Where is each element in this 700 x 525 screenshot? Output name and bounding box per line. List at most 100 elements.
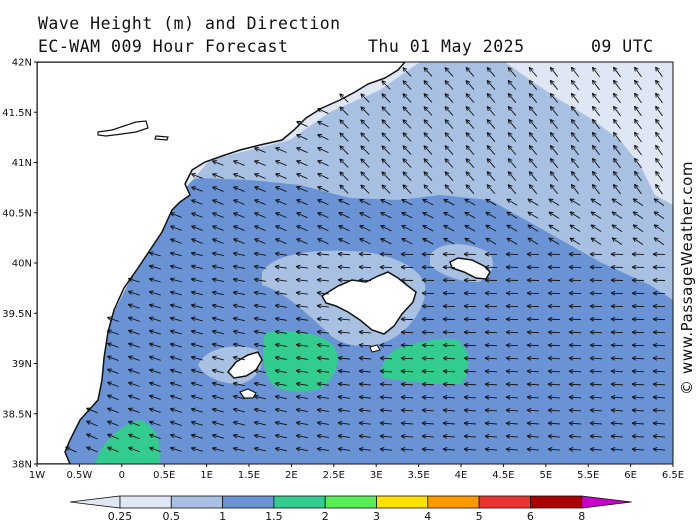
wave-arrow (505, 342, 519, 348)
wave-arrow (232, 264, 245, 270)
wave-arrow (652, 277, 666, 283)
wave-arrow (568, 447, 582, 452)
wave-arrow (295, 277, 309, 283)
wave-arrow (337, 264, 351, 270)
wave-arrow (402, 171, 412, 181)
colorbar-segment (376, 495, 429, 509)
wave-arrow (212, 212, 224, 218)
wave-arrow (568, 368, 582, 374)
wave-arrow (505, 329, 519, 335)
wave-arrow (296, 134, 308, 140)
wave-arrow (190, 355, 203, 361)
wave-arrow (358, 329, 372, 335)
wave-arrow (295, 420, 308, 426)
wave-arrow (421, 421, 435, 426)
wave-arrow (486, 132, 496, 142)
wave-arrow (190, 420, 203, 426)
wave-arrow (253, 329, 266, 335)
wave-arrow (86, 433, 98, 440)
wave-arrow (568, 329, 582, 335)
wave-arrow (127, 277, 140, 283)
wave-arrow (360, 106, 370, 116)
wave-arrow (232, 394, 245, 400)
wave-arrow (526, 434, 540, 439)
wave-arrow (254, 238, 266, 245)
wave-arrow (610, 447, 624, 452)
wave-arrow (317, 212, 329, 219)
wave-arrow (317, 121, 329, 128)
wave-arrow (275, 160, 287, 166)
wave-arrow (547, 447, 561, 452)
wave-arrow (484, 434, 498, 439)
wave-arrow (484, 381, 498, 387)
wave-arrow (486, 184, 496, 195)
wave-arrow (591, 131, 600, 143)
wave-arrow (254, 212, 266, 218)
wave-arrow (107, 368, 119, 374)
wave-arrow (212, 160, 224, 166)
wave-arrow (316, 355, 330, 361)
wave-arrow (631, 303, 645, 309)
wave-arrow (484, 316, 498, 322)
wave-arrow (274, 407, 287, 413)
wave-arrow (505, 394, 519, 400)
wave-arrow (400, 421, 414, 426)
colorbar-low-arrow (69, 495, 121, 509)
wave-arrow (484, 290, 498, 296)
wave-arrow (549, 79, 559, 90)
wave-arrow (631, 355, 645, 361)
wave-arrow (486, 171, 496, 182)
wave-arrow (612, 92, 621, 104)
wave-arrow (400, 329, 414, 335)
wave-arrow (211, 303, 224, 309)
lon-tick-label: 0 (119, 470, 125, 481)
wave-arrow (528, 92, 538, 103)
wave-arrow (528, 184, 538, 195)
wave-arrow (169, 316, 182, 322)
wave-arrow (253, 394, 266, 400)
wave-arrow (526, 421, 540, 426)
wave-arrow (568, 303, 582, 309)
wave-arrow (379, 251, 393, 257)
wave-arrow (169, 368, 182, 374)
wave-arrow (274, 368, 287, 374)
wave-arrow (360, 184, 370, 194)
wave-arrow (589, 355, 603, 361)
wave-arrow (507, 80, 517, 90)
wave-arrow (527, 198, 539, 206)
wave-arrow (465, 80, 475, 90)
wave-arrow (339, 158, 349, 168)
wave-arrow (274, 277, 287, 283)
wave-arrow (423, 67, 433, 77)
wave-arrow (528, 132, 538, 143)
wave-arrow (191, 186, 203, 192)
wave-arrow (506, 224, 518, 232)
wave-arrow (634, 118, 642, 130)
wave-arrow (652, 329, 666, 335)
wave-arrow (339, 132, 349, 142)
wave-arrow (652, 303, 666, 309)
wave-arrow (295, 355, 308, 361)
colorbar-label: 8 (578, 510, 585, 523)
wave-arrow (610, 381, 624, 387)
wave-arrow (381, 106, 391, 116)
wave-arrow (526, 368, 540, 374)
wave-arrow (422, 211, 434, 219)
wave-arrow (653, 211, 665, 220)
wave-arrow (612, 105, 621, 117)
wave-arrow (463, 447, 477, 452)
wave-arrow (528, 119, 538, 130)
wave-arrow (360, 158, 370, 168)
wave-arrow (65, 446, 77, 453)
wave-arrow (465, 119, 475, 129)
wave-arrow (610, 264, 624, 270)
wave-arrow (232, 446, 245, 452)
wave-arrow (634, 170, 642, 182)
wave-arrow (381, 80, 391, 90)
wave-arrow (463, 316, 477, 322)
wave-arrow (547, 277, 561, 283)
wave-arrow (505, 434, 519, 439)
wave-arrow (484, 303, 498, 309)
wave-arrow (570, 105, 580, 117)
wave-arrow (107, 394, 119, 401)
